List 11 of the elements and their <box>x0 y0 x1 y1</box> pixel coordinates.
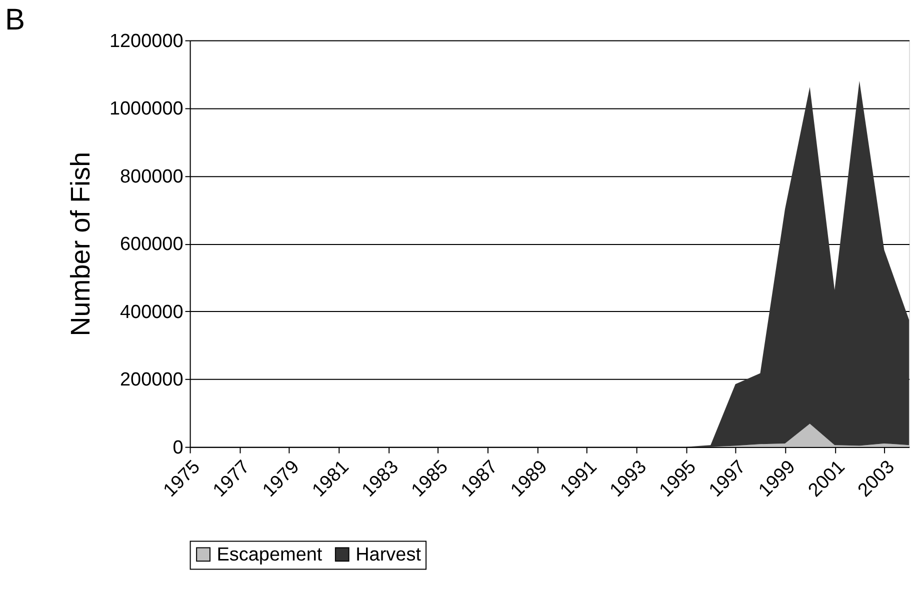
y-tick-label: 800000 <box>120 166 184 188</box>
y-tick-label: 0 <box>172 437 184 458</box>
y-tick-label: 1200000 <box>109 30 184 52</box>
y-tick-label: 1000000 <box>109 98 184 120</box>
chart-title: B <box>4 3 25 36</box>
y-tick-label: 200000 <box>120 370 184 391</box>
y-tick-label: 400000 <box>120 302 184 323</box>
y-axis-title: Number of Fish <box>65 152 96 336</box>
y-tick-label: 600000 <box>120 234 184 256</box>
legend-label: Escapement <box>216 544 323 566</box>
legend-label: Harvest <box>356 544 422 566</box>
